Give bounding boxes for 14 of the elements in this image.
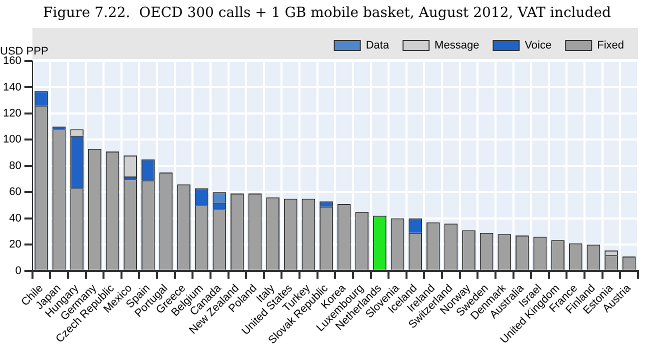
- y-tick-label: 140: [2, 81, 22, 94]
- y-tick-label: 20: [9, 238, 22, 251]
- y-tick-label: 0: [15, 264, 22, 277]
- y-tick-label: 160: [2, 55, 22, 68]
- y-tick-label: 120: [2, 108, 22, 120]
- legend-label: Fixed: [597, 40, 624, 52]
- y-tick-label: 80: [9, 160, 22, 172]
- legend-label: Voice: [524, 40, 552, 52]
- legend-label: Data: [366, 40, 390, 52]
- y-tick-label: 100: [2, 134, 22, 146]
- y-tick-label: 60: [9, 186, 22, 198]
- y-tick-label: 40: [9, 212, 22, 224]
- chart-title: Figure 7.22. OECD 300 calls + 1 GB mobile basket, August 2012, VAT included: [42, 4, 612, 23]
- legend-label: Message: [434, 40, 480, 52]
